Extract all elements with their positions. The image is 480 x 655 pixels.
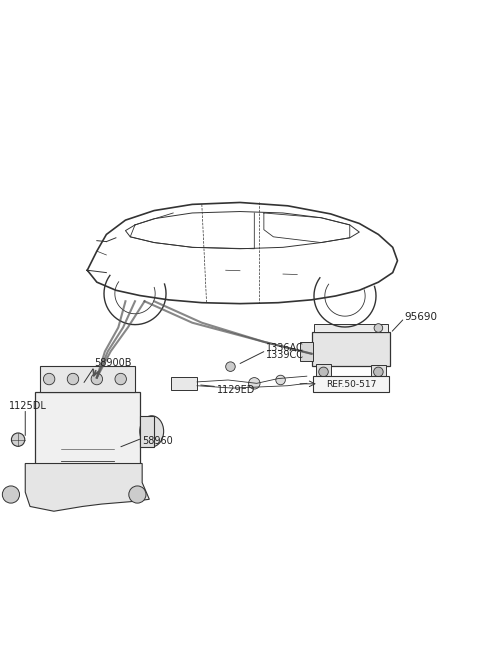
Circle shape: [373, 367, 383, 377]
Circle shape: [91, 373, 103, 384]
Bar: [140, 416, 154, 447]
Text: 58960: 58960: [142, 436, 173, 446]
Bar: [171, 377, 197, 390]
Text: 95690: 95690: [405, 312, 438, 322]
Circle shape: [43, 373, 55, 384]
Circle shape: [374, 324, 383, 332]
Text: 1339CC: 1339CC: [266, 350, 304, 360]
Polygon shape: [25, 464, 149, 512]
Text: 1336AC: 1336AC: [266, 343, 304, 352]
Circle shape: [12, 433, 25, 446]
Circle shape: [249, 378, 260, 389]
Circle shape: [226, 362, 235, 371]
Bar: [314, 324, 388, 332]
Bar: [300, 342, 312, 361]
Bar: [39, 365, 135, 392]
Bar: [316, 364, 331, 378]
Text: REF.50-517: REF.50-517: [326, 380, 376, 389]
Circle shape: [129, 486, 146, 503]
Bar: [312, 332, 390, 365]
Ellipse shape: [140, 416, 164, 447]
FancyBboxPatch shape: [313, 376, 389, 392]
Bar: [371, 365, 385, 379]
Circle shape: [67, 373, 79, 384]
Circle shape: [115, 373, 126, 384]
Bar: [35, 392, 140, 464]
Circle shape: [276, 375, 285, 384]
Text: 1129ED: 1129ED: [217, 384, 255, 394]
Circle shape: [2, 486, 20, 503]
Circle shape: [319, 367, 328, 377]
Text: 1125DL: 1125DL: [9, 402, 47, 411]
Text: 58900B: 58900B: [95, 358, 132, 368]
